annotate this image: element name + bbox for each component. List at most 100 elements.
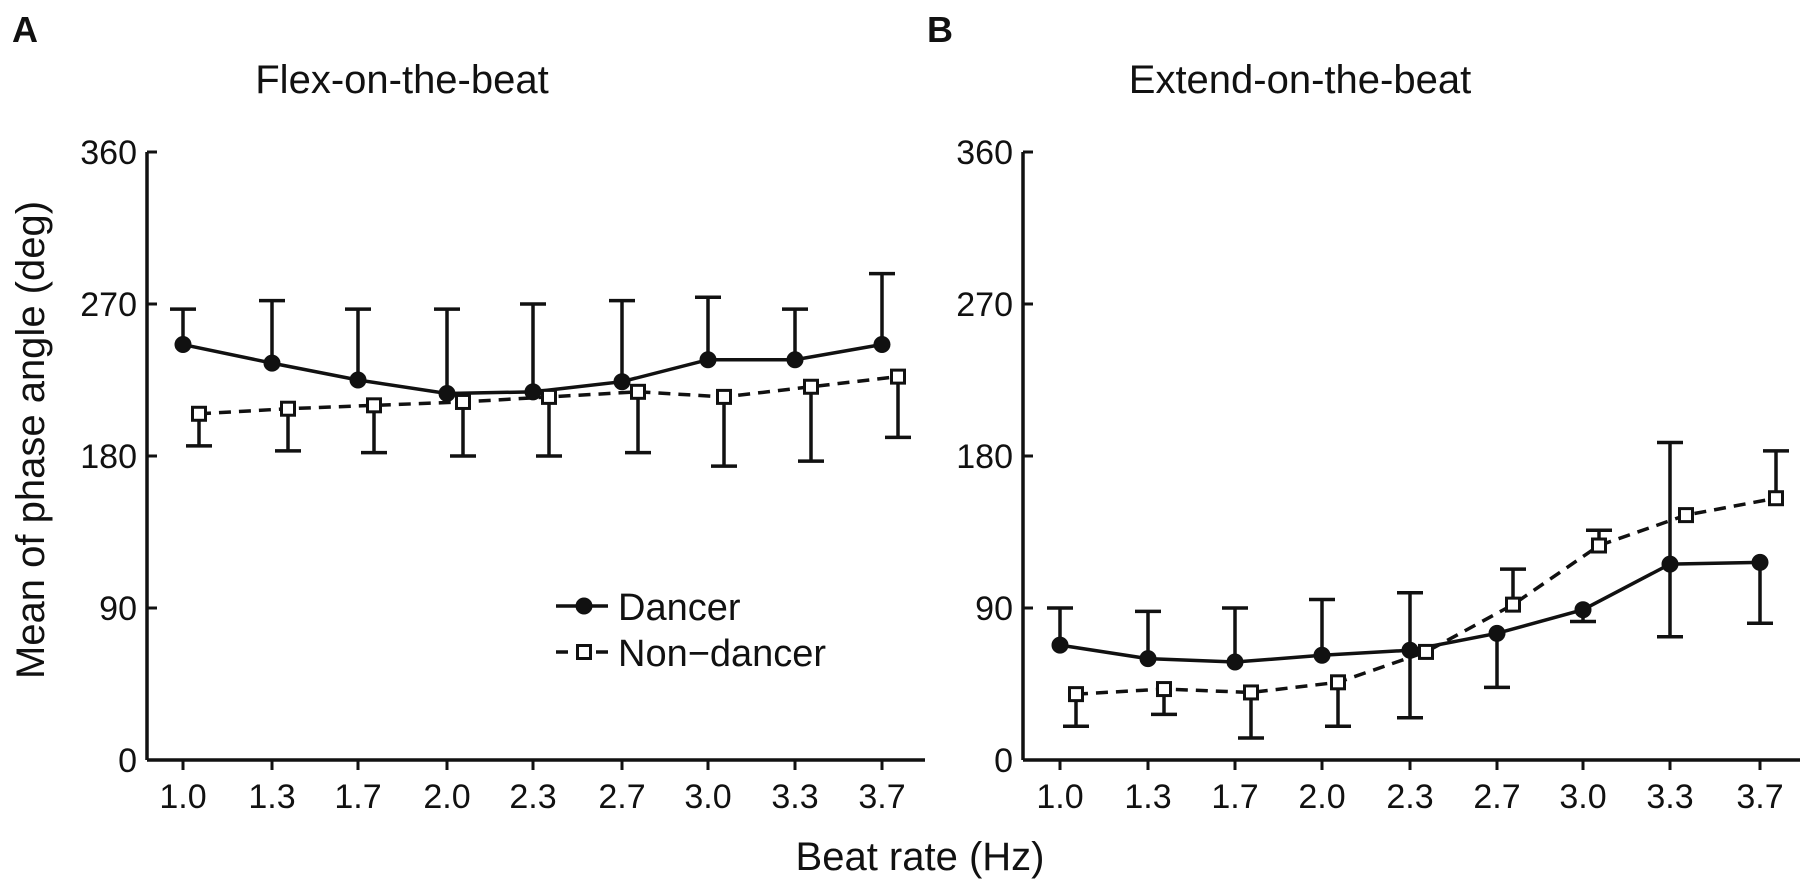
dancer-point	[174, 336, 192, 354]
series-non-dancer	[186, 368, 911, 468]
error-bar	[1309, 597, 1335, 656]
y-tick-label: 180	[80, 438, 137, 476]
dancer-point	[699, 351, 717, 369]
dancer-point	[1488, 624, 1506, 642]
x-tick-label: 2.3	[1386, 778, 1433, 816]
non-dancer-point	[1505, 596, 1521, 613]
y-tick-label: 180	[956, 438, 1013, 476]
error-bar	[1657, 440, 1683, 565]
y-tick-label: 90	[99, 590, 137, 628]
error-bar	[520, 302, 546, 392]
legend-dancer-marker	[575, 597, 593, 615]
x-tick-label: 3.0	[1559, 778, 1606, 816]
x-tick-label: 2.3	[509, 778, 556, 816]
chart-title: Extend-on-the-beat	[1129, 58, 1471, 102]
panel-b: B Extend-on-the-beat 0 90 180 270 360 1.0 1.3 1.7…	[927, 9, 1800, 816]
error-bar	[1747, 562, 1773, 625]
non-dancer-point	[1156, 681, 1172, 698]
legend-dancer-label: Dancer	[618, 587, 741, 629]
x-tick-label: 1.3	[1124, 778, 1171, 816]
panel-a: A Flex-on-the-beat 0 90 180 270 360 1.0 1.3 1.7 2.…	[12, 9, 925, 816]
error-bar	[1397, 591, 1423, 651]
dancer-point	[349, 371, 367, 389]
x-axis-label: Beat rate (Hz)	[796, 835, 1045, 879]
dancer-point	[263, 354, 281, 372]
series-dancer	[170, 271, 895, 403]
y-tick-label: 270	[956, 286, 1013, 324]
panels: A Flex-on-the-beat 0 90 180 270 360 1.0 1.3 1.7 2.…	[12, 9, 1800, 816]
dancer-point	[786, 351, 804, 369]
non-dancer-point	[366, 397, 382, 414]
x-tick-label: 1.3	[248, 778, 295, 816]
dancer-point	[1574, 601, 1592, 619]
x-tick-label: 1.0	[159, 778, 206, 816]
non-dancer-point	[803, 378, 819, 395]
x-tick-label: 2.0	[423, 778, 470, 816]
y-tick-label: 0	[118, 742, 137, 780]
x-tick-label: 3.7	[1736, 778, 1783, 816]
dancer-point	[1139, 650, 1157, 668]
x-tick-label: 1.7	[334, 778, 381, 816]
non-dancer-point	[1068, 686, 1084, 703]
error-bar	[434, 307, 460, 394]
series-non-dancer	[1063, 449, 1789, 740]
error-bar	[1222, 606, 1248, 663]
dancer-point	[1313, 646, 1331, 664]
non-dancer-point	[1243, 684, 1259, 701]
non-dancer-point	[1768, 490, 1784, 507]
y-tick-label: 360	[956, 134, 1013, 172]
error-bar	[1397, 650, 1423, 720]
x-tick-label: 1.7	[1211, 778, 1258, 816]
dancer-point	[438, 385, 456, 403]
non-dancer-point	[1678, 507, 1694, 524]
error-bar	[869, 271, 895, 345]
x-tick-label: 3.0	[684, 778, 731, 816]
non-dancer-point	[280, 400, 296, 417]
error-bar	[345, 307, 371, 380]
y-tick-label: 0	[994, 742, 1013, 780]
non-dancer-point	[541, 388, 557, 405]
dancer-point	[1661, 555, 1679, 573]
x-tick-label: 2.7	[598, 778, 645, 816]
x-tick-label: 3.3	[1646, 778, 1693, 816]
error-bar	[711, 396, 737, 468]
non-dancer-point	[1330, 674, 1346, 691]
non-dancer-point	[630, 383, 646, 400]
dancer-point	[1051, 636, 1069, 654]
legend-non-dancer-marker	[576, 644, 592, 660]
error-bar	[450, 401, 476, 458]
non-dancer-point	[890, 368, 906, 385]
legend-non-dancer-label: Non−dancer	[618, 633, 826, 675]
error-bar	[695, 295, 721, 360]
y-tick-label: 90	[975, 590, 1013, 628]
panel-letter: A	[12, 9, 38, 50]
non-dancer-point	[1418, 643, 1434, 660]
series-dancer	[1047, 440, 1773, 720]
y-tick-label: 360	[80, 134, 137, 172]
non-dancer-point	[716, 388, 732, 405]
x-tick-label: 2.7	[1473, 778, 1520, 816]
error-bar	[259, 298, 285, 364]
non-dancer-line	[1075, 496, 1777, 696]
error-bar	[625, 391, 651, 455]
dancer-point	[613, 373, 631, 391]
dancer-point	[873, 336, 891, 354]
x-tick-label: 3.3	[771, 778, 818, 816]
error-bar	[609, 298, 635, 382]
error-bar	[536, 396, 562, 458]
x-tick-label: 3.7	[858, 778, 905, 816]
non-dancer-point	[1591, 537, 1607, 554]
non-dancer-point	[455, 393, 471, 410]
error-bar	[885, 376, 911, 440]
x-tick-label: 1.0	[1036, 778, 1083, 816]
error-bar	[1657, 564, 1683, 639]
y-axis-label: Mean of phase angle (deg)	[9, 201, 53, 679]
x-tick-label: 2.0	[1298, 778, 1345, 816]
dancer-point	[1751, 553, 1769, 571]
y-tick-label: 270	[80, 286, 137, 324]
error-bar	[1484, 633, 1510, 690]
non-dancer-point	[191, 405, 207, 422]
panel-letter: B	[927, 9, 953, 50]
